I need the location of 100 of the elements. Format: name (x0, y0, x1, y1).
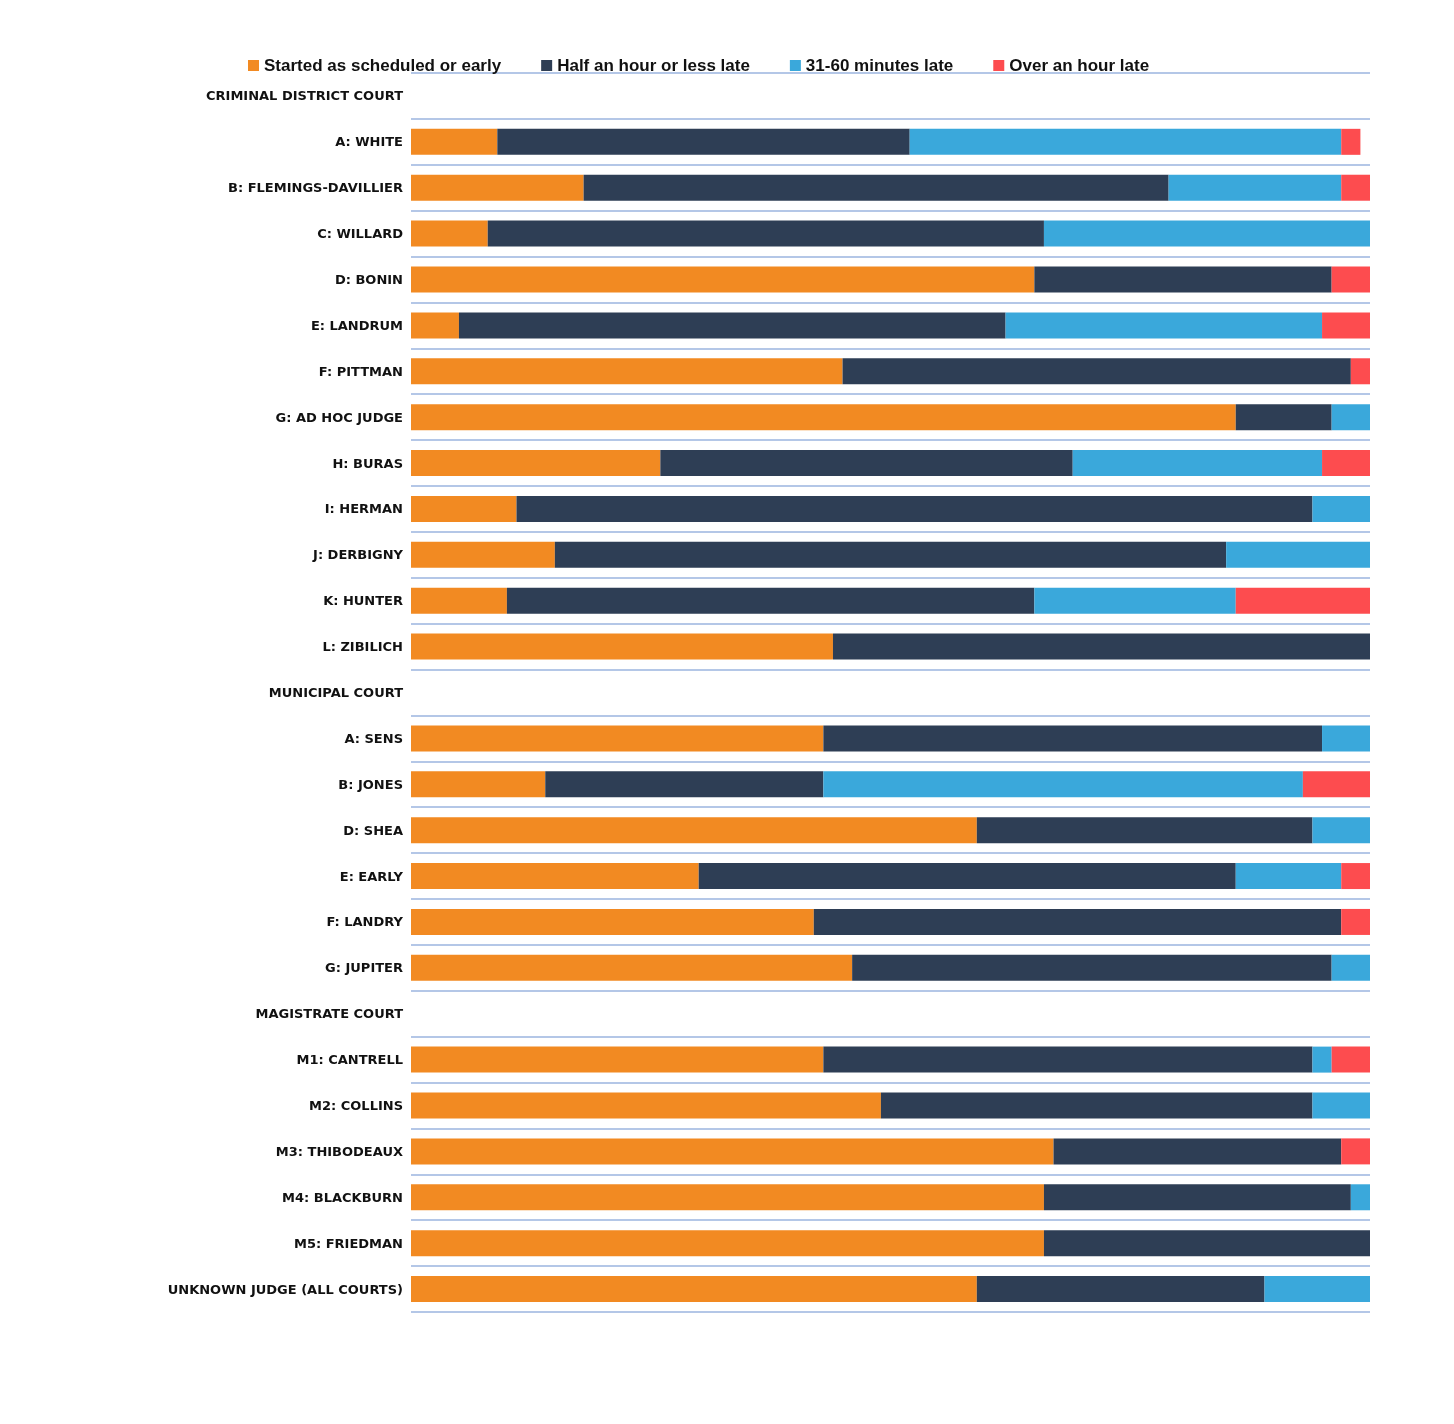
bar (1043, 1230, 1370, 1257)
bar (1331, 266, 1370, 293)
bar (411, 450, 661, 477)
y-tick-label: M5: FRIEDMAN (294, 1235, 403, 1251)
bar (1312, 817, 1370, 844)
y-tick-label: K: HUNTER (323, 593, 403, 609)
y-tick-label: A: SENS (344, 730, 403, 746)
y-tick-label: M3: THIBODEAUX (275, 1143, 403, 1159)
y-tick-label: UNKNOWN JUDGE (ALL COURTS) (167, 1281, 403, 1297)
bar (1341, 908, 1370, 935)
y-tick-label: M1: CANTRELL (296, 1052, 403, 1068)
bar (1322, 312, 1370, 339)
bar (411, 495, 517, 522)
bar (411, 817, 977, 844)
bar (411, 312, 459, 339)
bar (411, 404, 1236, 431)
bar (458, 312, 1006, 339)
bar (823, 771, 1303, 798)
bar (1235, 404, 1332, 431)
bar (1264, 1276, 1370, 1303)
bar (1350, 358, 1370, 385)
bar (1341, 174, 1370, 201)
bar (411, 908, 814, 935)
bar (880, 1092, 1313, 1119)
legend-label: Over an hour late (1009, 56, 1150, 75)
bar (411, 771, 546, 798)
y-tick-label: J: DERBIGNY (312, 547, 404, 563)
bar (411, 1046, 824, 1073)
y-tick-label: G: JUPITER (325, 960, 403, 976)
bar (1312, 1092, 1370, 1119)
bar (698, 863, 1236, 890)
y-tick-label: F: PITTMAN (318, 363, 403, 379)
bar (1034, 587, 1236, 614)
bar (1043, 220, 1370, 247)
bar (1341, 1138, 1370, 1165)
bar (411, 954, 853, 981)
bar (516, 495, 1313, 522)
bar (1331, 1046, 1370, 1073)
y-tick-label: B: FLEMINGS-DAVILLIER (228, 180, 403, 196)
y-tick-label: G: AD HOC JUDGE (275, 409, 403, 425)
bar (411, 1184, 1044, 1211)
bar (411, 1092, 881, 1119)
y-tick-label: M4: BLACKBURN (282, 1189, 403, 1205)
bar (1322, 725, 1370, 752)
bar (583, 174, 1169, 201)
y-tick-label: M2: COLLINS (309, 1098, 403, 1113)
bar (1226, 541, 1370, 568)
bar (1034, 266, 1332, 293)
bar (1331, 404, 1370, 431)
bar (1235, 863, 1342, 890)
y-tick-label: A: WHITE (335, 134, 403, 150)
y-tick-label: F: LANDRY (326, 914, 404, 930)
bar (411, 863, 699, 890)
bar (976, 817, 1313, 844)
legend-label: Half an hour or less late (557, 56, 750, 75)
y-tick-label: MUNICIPAL COURT (268, 685, 404, 700)
bar (1331, 954, 1370, 981)
y-tick-label: C: WILLARD (317, 226, 404, 242)
bar (1312, 495, 1370, 522)
legend-label: Started as scheduled or early (264, 56, 502, 75)
bar (1043, 1184, 1351, 1211)
bar (411, 128, 498, 155)
bar (411, 358, 843, 385)
bar (411, 220, 488, 247)
bar (1005, 312, 1323, 339)
y-tick-label: D: BONIN (334, 272, 403, 287)
y-tick-label: E: LANDRUM (310, 317, 403, 333)
bar (832, 633, 1370, 660)
bar (1053, 1138, 1342, 1165)
bar (545, 771, 824, 798)
bar (497, 128, 910, 155)
bar (1322, 450, 1370, 477)
bar (852, 954, 1332, 981)
y-tick-label: D: SHEA (343, 822, 403, 838)
bar (487, 220, 1044, 247)
bar (411, 587, 507, 614)
bar (411, 174, 584, 201)
bar (976, 1276, 1265, 1303)
y-tick-label: B: JONES (338, 776, 403, 792)
bar (411, 725, 824, 752)
y-tick-label: L: ZIBILICH (322, 639, 403, 655)
bar (506, 587, 1035, 614)
y-tick-label: I: HERMAN (324, 501, 403, 517)
y-tick-label: E: EARLY (339, 868, 404, 884)
bar (411, 633, 833, 660)
bar (411, 1230, 1044, 1257)
bar (1341, 128, 1361, 155)
bar (1072, 450, 1323, 477)
bar (823, 1046, 1313, 1073)
bar (1235, 587, 1370, 614)
bar (660, 450, 1073, 477)
y-tick-label: H: BURAS (332, 455, 403, 471)
bar (813, 908, 1342, 935)
bar (842, 358, 1351, 385)
bar (1350, 1184, 1370, 1211)
bar (554, 541, 1227, 568)
bar (411, 1276, 977, 1303)
bar (1341, 863, 1370, 890)
bar (909, 128, 1342, 155)
bar (411, 266, 1035, 293)
